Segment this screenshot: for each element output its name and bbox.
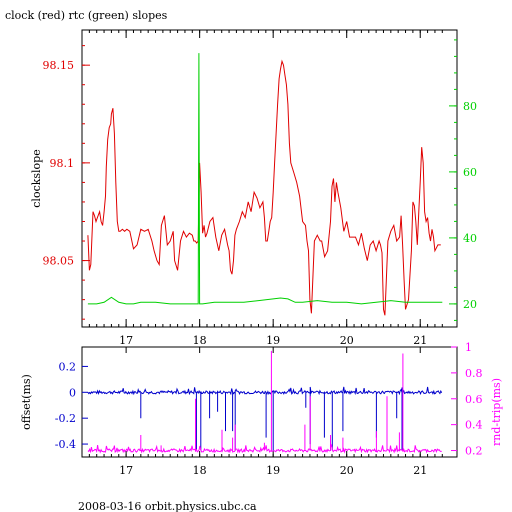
footer-text: 2008-03-16 orbit.physics.ubc.ca: [78, 500, 257, 512]
y-right-tick-label: 40: [463, 232, 477, 245]
offset-plot-frame: [81, 346, 458, 458]
x-tick-label: 20: [340, 464, 354, 477]
y-right-tick-label: 0.8: [465, 367, 483, 380]
chart-title: clock (red) rtc (green) slopes: [5, 9, 168, 22]
y-right-tick-label: 60: [463, 166, 477, 179]
x-tick-label: 18: [193, 464, 207, 477]
y-right-tick-label: 20: [463, 298, 477, 311]
y-right-tick-label: 0.4: [465, 419, 483, 432]
rnd-trip-line: [87, 350, 442, 454]
offset-line: [87, 386, 443, 451]
clock-slope-line: [87, 59, 441, 316]
x-tick-label: 18: [193, 334, 207, 347]
y-left-tick-label: 0: [69, 386, 76, 399]
y-right-tick-label: 0.2: [465, 445, 483, 458]
rnd-trip-axis-label: rnd-trip(ms): [490, 378, 503, 446]
y-axis-label: clockslope: [30, 149, 43, 207]
y-left-tick-label: 98.05: [43, 255, 75, 268]
slopes-plot-frame: [81, 29, 458, 328]
y-left-tick-label: -0.4: [55, 438, 76, 451]
y-left-tick-label: 98.15: [43, 59, 75, 72]
rtc-slope-line: [87, 53, 443, 305]
y-left-tick-label: 0.2: [59, 360, 77, 373]
x-tick-label: 17: [119, 334, 133, 347]
x-tick-label: 19: [266, 464, 280, 477]
x-tick-label: 17: [119, 464, 133, 477]
slopes-plot: 17 18 19 20 21 98.05 98.1 98.15 20 40 60 80 clockslo…: [30, 30, 477, 347]
offset-plot: 17 18 19 20 21 0.2 0 -0.2 -0.4 1 0.8 0.6 0.4 0.2 offse…: [20, 341, 503, 477]
x-tick-label: 20: [340, 334, 354, 347]
y-left-tick-label: -0.2: [55, 412, 76, 425]
y-right-tick-label: 1: [465, 341, 472, 354]
x-tick-label: 19: [266, 334, 280, 347]
y-right-tick-label: 80: [463, 100, 477, 113]
y-left-tick-label: 98.1: [50, 157, 75, 170]
x-tick-label: 21: [413, 464, 427, 477]
x-tick-label: 21: [413, 334, 427, 347]
offset-axis-label: offset(ms): [20, 374, 33, 430]
y-right-tick-label: 0.6: [465, 393, 483, 406]
